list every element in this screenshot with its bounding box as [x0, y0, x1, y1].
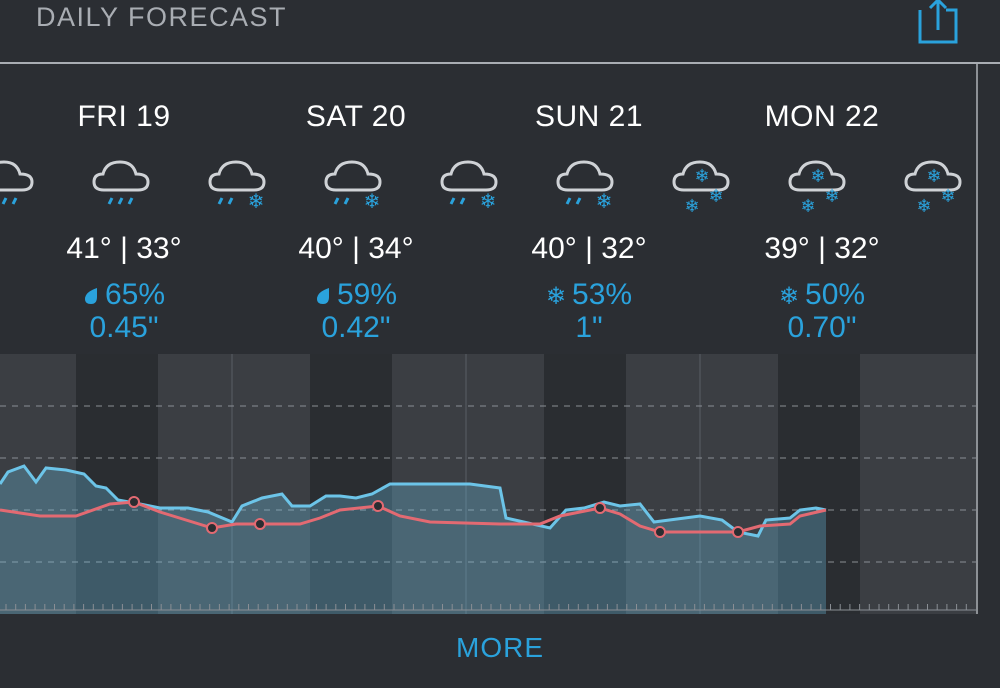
svg-text:❄: ❄	[926, 166, 941, 187]
low-temp: 32°	[834, 232, 880, 265]
svg-text:❄: ❄	[824, 186, 839, 207]
precip-sat: 59%	[246, 278, 466, 312]
snowflake-icon: ❄	[778, 282, 800, 311]
svg-text:❄: ❄	[694, 166, 709, 187]
precip-fri: 65%	[14, 278, 234, 312]
temperature-graph[interactable]	[0, 354, 976, 614]
svg-text:❄: ❄	[596, 189, 613, 213]
precip-amount: 1"	[575, 311, 603, 344]
low-temp: 33°	[136, 232, 182, 265]
cloud-rain-snow-icon: ❄	[324, 160, 382, 213]
day-column-fri[interactable]: FRI 19	[14, 100, 234, 134]
feels-like-area	[0, 466, 826, 614]
raindrop-icon	[84, 288, 97, 305]
header: DAILY FORECAST	[0, 0, 1000, 62]
svg-text:❄: ❄	[940, 186, 955, 207]
svg-text:❄: ❄	[810, 166, 825, 187]
svg-text:❄: ❄	[480, 189, 497, 213]
day-label: MON 22	[764, 100, 880, 133]
cloud-snow-icon: ❄ ❄ ❄	[904, 160, 962, 216]
feels-like-line	[0, 464, 827, 538]
high-temp: 40°	[298, 232, 344, 265]
precip-sun: ❄ 53%	[479, 278, 699, 312]
snowflake-icon: ❄	[545, 282, 567, 311]
svg-text:❄: ❄	[684, 196, 699, 216]
cloud-snow-icon: ❄ ❄ ❄	[672, 160, 730, 216]
temps-sun: 40° | 32°	[531, 232, 647, 265]
day-label: FRI 19	[77, 100, 171, 133]
share-button[interactable]	[912, 0, 960, 48]
svg-text:❄: ❄	[708, 186, 723, 207]
day-label: SUN 21	[534, 100, 644, 133]
temperature-markers	[128, 496, 744, 538]
precip-amount: 0.45"	[89, 311, 159, 344]
precip-chance: 53%	[572, 278, 633, 311]
page-title: DAILY FORECAST	[36, 2, 288, 32]
cloud-rain-snow-icon: ❄	[556, 160, 614, 213]
high-temp: 39°	[764, 232, 810, 265]
precip-chance: 65%	[104, 278, 166, 311]
more-button[interactable]: MORE	[456, 632, 544, 663]
scroll-edge	[976, 64, 978, 614]
precip-mon: ❄ 50%	[712, 278, 932, 312]
day-column-sun[interactable]: SUN 21	[479, 100, 699, 134]
svg-text:❄: ❄	[364, 189, 381, 213]
day-label: SAT 20	[305, 100, 407, 133]
temperature-line	[0, 500, 827, 534]
temps-mon: 39° | 32°	[764, 232, 880, 265]
svg-text:❄: ❄	[248, 189, 265, 213]
cloud-snow-icon: ❄ ❄ ❄	[788, 160, 846, 216]
precip-chance: 59%	[336, 278, 398, 311]
time-ticks	[5, 604, 967, 610]
precip-amount: 0.42"	[321, 311, 391, 344]
cloud-rain-icon	[0, 160, 34, 205]
high-temp: 40°	[531, 232, 577, 265]
high-temp: 41°	[66, 232, 112, 265]
precip-amount: 0.70"	[787, 311, 857, 344]
share-icon	[918, 0, 958, 44]
cloud-rain-icon	[92, 160, 150, 205]
raindrop-icon	[316, 288, 329, 305]
temps-fri: 41° | 33°	[66, 232, 182, 265]
svg-text:❄: ❄	[916, 196, 931, 216]
footer	[0, 614, 1000, 688]
low-temp: 34°	[368, 232, 414, 265]
temps-sat: 40° | 34°	[298, 232, 414, 265]
day-column-sat[interactable]: SAT 20	[246, 100, 466, 134]
header-divider	[0, 62, 1000, 64]
cloud-rain-snow-icon: ❄	[440, 160, 498, 213]
day-column-mon[interactable]: MON 22	[712, 100, 932, 134]
low-temp: 32°	[601, 232, 647, 265]
svg-text:❄: ❄	[800, 196, 815, 216]
cloud-rain-snow-icon: ❄	[208, 160, 266, 213]
precip-chance: 50%	[805, 278, 866, 311]
